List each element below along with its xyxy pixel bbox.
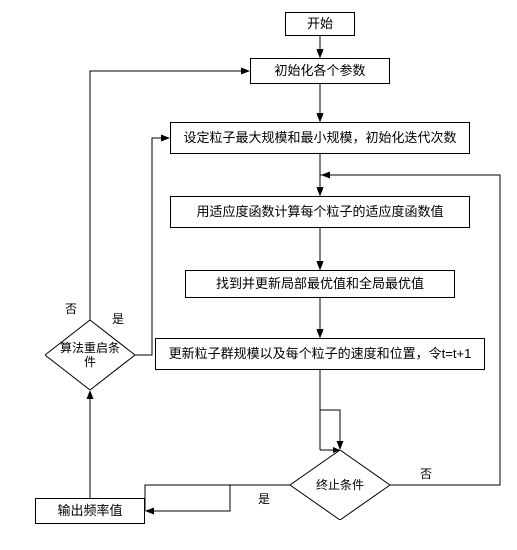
node-term-label: 终止条件 <box>310 478 370 492</box>
node-output-label: 输出频率值 <box>57 503 122 520</box>
node-term: 终止条件 <box>290 450 390 520</box>
node-init: 初始化各个参数 <box>250 58 390 84</box>
node-findopt-label: 找到并更新局部最优值和全局最优值 <box>216 276 424 293</box>
label-restart-no: 否 <box>65 300 77 317</box>
node-setmax-label: 设定粒子最大规模和最小规模，初始化迭代次数 <box>183 130 456 147</box>
node-findopt: 找到并更新局部最优值和全局最优值 <box>185 270 455 298</box>
node-output: 输出频率值 <box>35 498 145 524</box>
node-update: 更新粒子群规模以及每个粒子的速度和位置，令t=t+1 <box>155 338 485 370</box>
label-term-no: 否 <box>420 465 432 482</box>
label-restart-yes: 是 <box>112 310 124 327</box>
node-restart-label: 算法重启条件 <box>60 341 120 370</box>
node-init-label: 初始化各个参数 <box>274 63 365 80</box>
label-term-yes: 是 <box>258 490 270 507</box>
node-update-label: 更新粒子群规模以及每个粒子的速度和位置，令t=t+1 <box>169 346 472 363</box>
node-fitness-label: 用适应度函数计算每个粒子的适应度函数值 <box>196 204 443 221</box>
node-fitness: 用适应度函数计算每个粒子的适应度函数值 <box>170 196 470 228</box>
node-restart: 算法重启条件 <box>45 320 135 390</box>
node-start: 开始 <box>285 12 355 36</box>
node-start-label: 开始 <box>307 16 333 33</box>
node-setmax: 设定粒子最大规模和最小规模，初始化迭代次数 <box>170 122 470 154</box>
